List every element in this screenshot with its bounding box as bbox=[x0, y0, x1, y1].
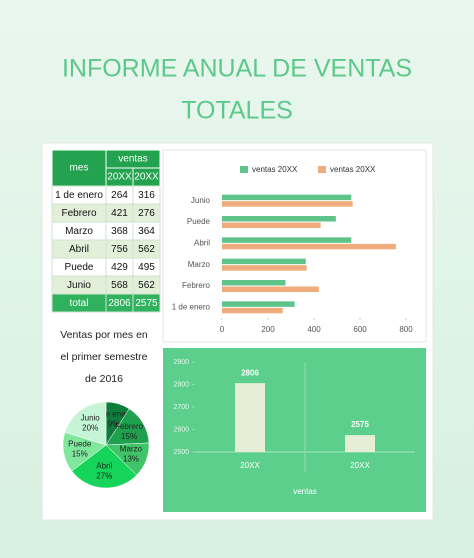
bar bbox=[222, 301, 295, 307]
x-axis-label: ventas bbox=[293, 487, 317, 496]
y-tick-label: 2500 bbox=[173, 449, 189, 456]
table-text: Junio bbox=[67, 280, 91, 291]
bar bbox=[222, 265, 307, 271]
bar bbox=[222, 194, 352, 201]
pie-category: Puede bbox=[68, 440, 92, 449]
y-tick-label: 2600 bbox=[173, 426, 189, 433]
x-tick-label: 600 bbox=[353, 325, 367, 334]
table-text: 2575 bbox=[135, 298, 158, 309]
x-tick-label: 800 bbox=[399, 325, 413, 334]
table-header: ventas bbox=[118, 154, 147, 165]
bar bbox=[222, 222, 321, 228]
table-text: Febrero bbox=[61, 208, 96, 219]
y-tick-label: 2900 bbox=[173, 359, 189, 366]
pie-value-label: 9% bbox=[108, 420, 120, 429]
bar bbox=[222, 307, 283, 314]
table-header: mes bbox=[70, 163, 89, 174]
table-cell bbox=[132, 293, 161, 313]
table-text: 568 bbox=[111, 280, 128, 291]
table-text: 429 bbox=[111, 262, 128, 273]
pie-value-label: 20% bbox=[82, 424, 98, 433]
x-tick-label: 200 bbox=[261, 325, 275, 334]
pie-value-label: 15% bbox=[121, 432, 137, 441]
x-tick-label: 20XX bbox=[240, 461, 260, 470]
y-tick-label: Marzo bbox=[188, 260, 211, 269]
table-text: 2806 bbox=[108, 298, 131, 309]
y-tick-label: 2800 bbox=[173, 381, 189, 388]
table-text: total bbox=[70, 298, 89, 309]
pie-category: Marzo bbox=[120, 445, 143, 454]
pie-title: el primer semestre bbox=[61, 351, 148, 363]
bar bbox=[222, 286, 319, 292]
y-tick-label: Puede bbox=[187, 217, 211, 226]
legend-label: ventas 20XX bbox=[252, 165, 298, 174]
x-tick-label: 0 bbox=[220, 325, 225, 334]
title: TOTALES bbox=[181, 97, 293, 125]
legend-label: ventas 20XX bbox=[330, 165, 376, 174]
y-tick-label: Febrero bbox=[182, 281, 211, 290]
pie-value-label: 13% bbox=[123, 455, 139, 464]
bar bbox=[222, 258, 306, 265]
table-text: 276 bbox=[138, 208, 155, 219]
pie-title: Ventas por mes en bbox=[60, 329, 148, 341]
y-tick-label: 2700 bbox=[173, 404, 189, 411]
table-text: 562 bbox=[138, 280, 155, 291]
table-text: Abril bbox=[69, 244, 89, 255]
table-text: 421 bbox=[111, 208, 128, 219]
bar bbox=[345, 435, 375, 452]
value-label: 2575 bbox=[351, 420, 369, 429]
pie-category: Febrero bbox=[115, 422, 144, 431]
y-tick-label: 1 de enero bbox=[172, 302, 211, 311]
table-text: 316 bbox=[138, 190, 155, 201]
pie-slice bbox=[71, 444, 137, 489]
pie-value-label: 27% bbox=[96, 472, 112, 481]
bar bbox=[222, 280, 286, 286]
bar bbox=[222, 201, 353, 207]
table-text: Marzo bbox=[65, 226, 93, 237]
pie-value-label: 15% bbox=[72, 450, 88, 459]
table-text: 756 bbox=[111, 244, 128, 255]
column-panel bbox=[163, 348, 426, 512]
pie-title: de 2016 bbox=[85, 373, 123, 385]
bar bbox=[235, 383, 265, 452]
title: INFORME ANUAL DE VENTAS bbox=[62, 55, 412, 83]
y-tick-label: Junio bbox=[191, 196, 211, 205]
table-text: 264 bbox=[111, 190, 128, 201]
pie-slice bbox=[64, 401, 107, 446]
table-text: 495 bbox=[138, 262, 155, 273]
legend-swatch bbox=[240, 166, 248, 173]
pie-category: 1 de enero bbox=[94, 410, 133, 419]
y-tick-label: Abril bbox=[194, 238, 210, 247]
x-tick-label: 400 bbox=[307, 325, 321, 334]
table-header: 20XX bbox=[107, 172, 132, 183]
bar bbox=[222, 243, 396, 250]
table-text: 562 bbox=[138, 244, 155, 255]
pie-category: Junio bbox=[81, 414, 101, 423]
table-text: 1 de enero bbox=[55, 190, 103, 201]
table-text: 368 bbox=[111, 226, 128, 237]
bar bbox=[222, 216, 336, 222]
bar bbox=[222, 237, 352, 243]
table-text: 364 bbox=[138, 226, 155, 237]
pie-category: Abril bbox=[96, 462, 112, 471]
table-text: Puede bbox=[65, 262, 94, 273]
value-label: 2806 bbox=[241, 368, 259, 377]
table-header: 20XX bbox=[134, 172, 159, 183]
legend-swatch bbox=[318, 166, 326, 173]
x-tick-label: 20XX bbox=[350, 461, 370, 470]
